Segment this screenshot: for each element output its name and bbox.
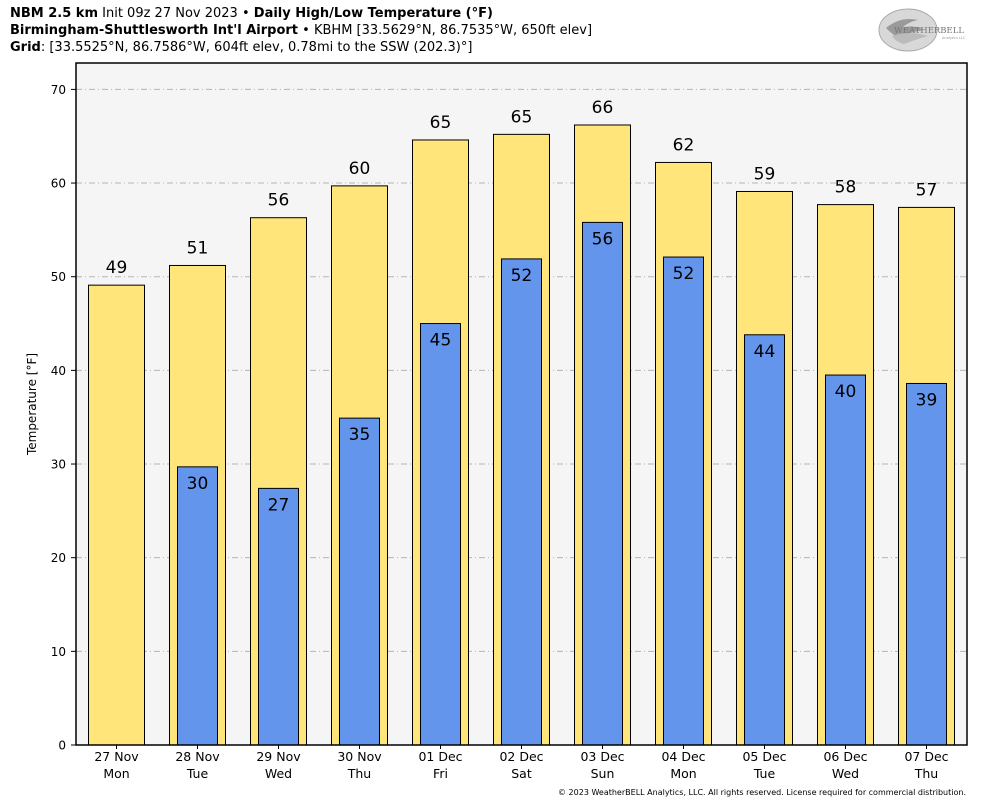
x-tick-date: 01 Dec	[418, 749, 462, 764]
grid-line: Grid: [33.5525°N, 86.7586°W, 604ft elev,…	[10, 40, 472, 56]
low-temp-bar	[582, 221, 623, 746]
high-temp-label: 60	[349, 159, 371, 179]
x-tick-date: 27 Nov	[94, 749, 139, 764]
high-temp-bar	[88, 284, 145, 746]
x-tick-day: Thu	[347, 766, 371, 781]
x-tick-date: 06 Dec	[823, 749, 867, 764]
low-temp-label: 40	[835, 382, 857, 402]
x-tick-day: Wed	[832, 766, 859, 781]
y-tick-label: 30	[51, 458, 66, 472]
x-tick-date: 05 Dec	[742, 749, 786, 764]
model-name: NBM 2.5 km	[10, 6, 98, 21]
high-temp-label: 58	[835, 178, 857, 198]
title-line: NBM 2.5 km Init 09z 27 Nov 2023 • Daily …	[10, 6, 493, 22]
x-tick-day: Fri	[433, 766, 448, 781]
x-tick-day: Sat	[511, 766, 532, 781]
low-temp-bar	[420, 323, 461, 746]
low-temp-bar	[501, 258, 542, 746]
bars-group: 49 51 30 56 27 60 35 65 45 65 52 66 56 62 52 59 44 58 40 57…	[88, 98, 955, 746]
separator: •	[241, 6, 250, 21]
y-tick-label: 10	[51, 645, 66, 659]
copyright-footer: © 2023 WeatherBELL Analytics, LLC. All r…	[558, 788, 966, 797]
low-temp-label: 39	[916, 390, 938, 410]
y-tick-label: 60	[51, 177, 66, 191]
low-temp-bar	[906, 382, 947, 746]
x-tick-day: Thu	[914, 766, 938, 781]
y-tick-label: 40	[51, 364, 66, 378]
y-tick-label: 50	[51, 270, 66, 284]
x-tick-day: Mon	[103, 766, 129, 781]
y-tick-label: 0	[58, 739, 66, 753]
x-tick-day: Mon	[670, 766, 696, 781]
y-tick-label: 70	[51, 83, 66, 97]
x-tick-day: Sun	[591, 766, 615, 781]
x-tick-date: 03 Dec	[580, 749, 624, 764]
y-tick-label: 20	[51, 551, 66, 565]
x-tick-day: Tue	[753, 766, 776, 781]
station-details: KBHM [33.5629°N, 86.7535°W, 650ft elev]	[313, 23, 593, 38]
high-temp-label: 59	[754, 164, 776, 184]
high-temp-label: 66	[592, 98, 614, 118]
high-temp-label: 62	[673, 135, 695, 155]
weatherbell-logo: WEATHERBELL Analytics LLC	[878, 8, 966, 52]
low-temp-label: 35	[349, 425, 371, 445]
x-tick-date: 29 Nov	[256, 749, 301, 764]
logo-subtext: Analytics LLC	[942, 36, 966, 40]
high-temp-label: 56	[268, 191, 290, 211]
low-temp-label: 30	[187, 474, 209, 494]
x-tick-date: 30 Nov	[337, 749, 382, 764]
station-line: Birmingham-Shuttlesworth Int'l Airport •…	[10, 23, 592, 39]
high-temp-label: 51	[187, 238, 209, 258]
low-temp-bar	[744, 334, 785, 746]
init-time: Init 09z 27 Nov 2023	[102, 6, 238, 21]
x-tick-date: 07 Dec	[904, 749, 948, 764]
low-temp-label: 27	[268, 495, 290, 515]
low-temp-label: 45	[430, 331, 452, 351]
x-tick-day: Wed	[265, 766, 292, 781]
low-temp-bar	[663, 256, 704, 746]
x-tick-date: 04 Dec	[661, 749, 705, 764]
grid-details: : [33.5525°N, 86.7586°W, 604ft elev, 0.7…	[40, 40, 473, 55]
x-tick-date: 02 Dec	[499, 749, 543, 764]
x-tick-date: 28 Nov	[175, 749, 220, 764]
chart-title: Daily High/Low Temperature (°F)	[253, 6, 493, 21]
high-temp-label: 65	[511, 107, 533, 127]
grid-label: Grid	[10, 40, 41, 55]
x-axis: 27 Nov Mon 28 Nov Tue 29 Nov Wed 30 Nov Thu 01 D…	[94, 745, 949, 781]
x-tick-day: Tue	[186, 766, 209, 781]
low-temp-label: 44	[754, 342, 776, 362]
station-name: Birmingham-Shuttlesworth Int'l Airport	[10, 23, 299, 38]
low-temp-label: 52	[511, 266, 533, 286]
low-temp-bar	[339, 417, 380, 746]
low-temp-bar	[258, 487, 299, 746]
low-temp-bar	[825, 374, 866, 746]
low-temp-bar	[177, 466, 218, 746]
separator: •	[302, 23, 310, 38]
low-temp-label: 52	[673, 264, 695, 284]
y-axis-label: Temperature [°F]	[25, 353, 39, 456]
high-temp-label: 57	[916, 180, 938, 200]
y-axis: 0 10 20 30 40 50 60 70	[51, 83, 76, 753]
high-temp-label: 65	[430, 113, 452, 133]
low-temp-label: 56	[592, 229, 614, 249]
logo-text: WEATHERBELL	[894, 26, 964, 36]
high-temp-label: 49	[106, 258, 128, 278]
